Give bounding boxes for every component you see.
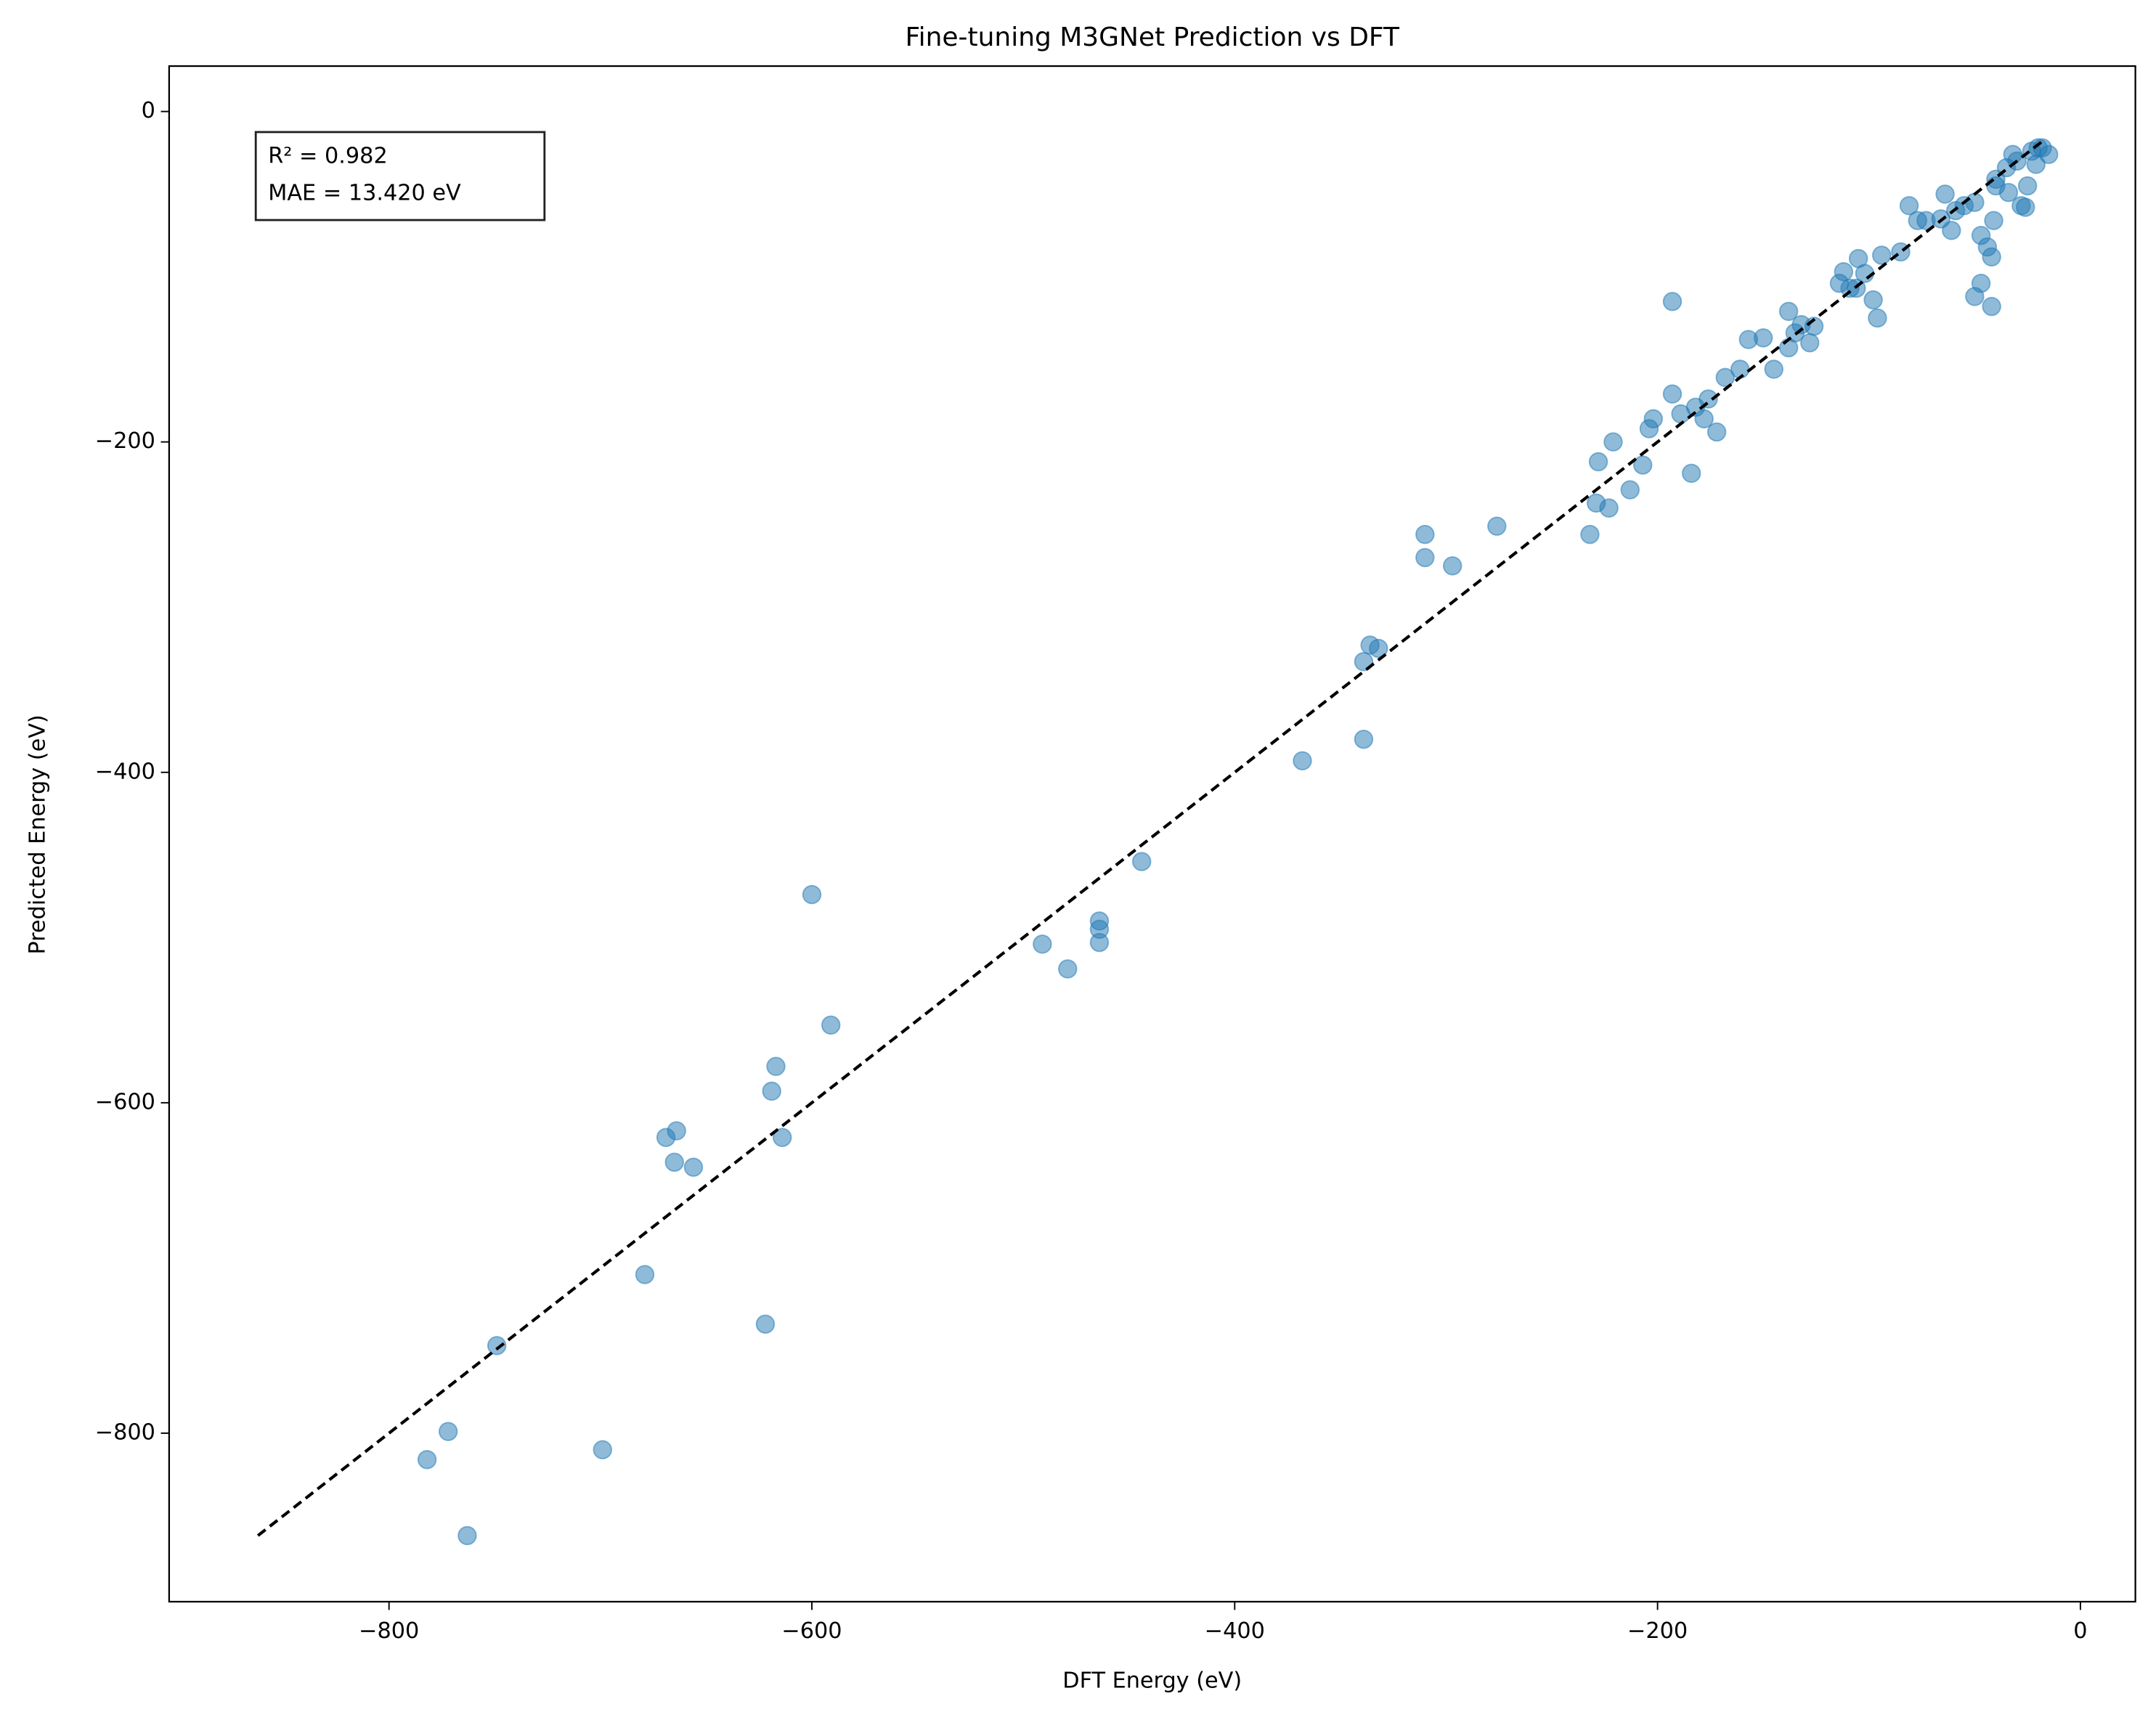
- scatter-point: [1487, 516, 1507, 536]
- scatter-point: [1694, 409, 1714, 429]
- scatter-point: [683, 1157, 704, 1177]
- scatter-point: [457, 1525, 477, 1546]
- scatter-point: [487, 1336, 507, 1356]
- scatter-point: [1058, 959, 1078, 979]
- scatter-point: [1293, 751, 1312, 771]
- y-tick-label: −400: [95, 759, 155, 784]
- scatter-point: [2028, 138, 2048, 158]
- chart-title: Fine-tuning M3GNet Prediction vs DFT: [906, 23, 1400, 52]
- scatter-point: [1662, 292, 1683, 311]
- annotation-text: R² = 0.982: [268, 143, 387, 168]
- scatter-point: [1715, 367, 1736, 388]
- scatter-point: [1354, 729, 1374, 749]
- scatter-point: [1799, 333, 1820, 353]
- scatter-point: [1354, 652, 1374, 672]
- scatter-point: [1662, 384, 1683, 404]
- scatter-point: [1415, 524, 1435, 545]
- y-tick-label: −800: [95, 1419, 155, 1445]
- scatter-point: [1942, 221, 1961, 240]
- scatter-point: [755, 1314, 776, 1334]
- reference-line: [256, 139, 2043, 1537]
- scatter-point: [1753, 328, 1773, 348]
- scatter-point: [1848, 248, 1868, 269]
- scatter-point: [1033, 934, 1052, 954]
- scatter-point: [1415, 547, 1435, 568]
- scatter-point: [1778, 301, 1799, 322]
- y-tick-label: −600: [95, 1089, 155, 1114]
- scatter-point: [1871, 245, 1892, 265]
- x-tick-label: −200: [1627, 1618, 1688, 1644]
- scatter-point: [438, 1422, 458, 1441]
- scatter-point: [593, 1440, 613, 1459]
- y-axis-label: Predicted Energy (eV): [25, 714, 51, 954]
- scatter-point: [1971, 273, 1991, 293]
- scatter-point: [1764, 359, 1783, 379]
- annotation-text: MAE = 13.420 eV: [268, 181, 461, 206]
- scatter-point: [1620, 480, 1640, 500]
- x-tick-label: 0: [2073, 1618, 2087, 1644]
- scatter-point: [1442, 556, 1463, 576]
- scatter-point: [1131, 852, 1152, 871]
- scatter-point: [821, 1015, 841, 1035]
- scatter-point: [635, 1265, 655, 1284]
- y-tick-label: −200: [95, 428, 155, 454]
- scatter-point: [1580, 524, 1600, 545]
- scatter-point: [762, 1081, 781, 1101]
- scatter-point: [1965, 192, 1985, 212]
- x-axis-label: DFT Energy (eV): [1062, 1668, 1242, 1693]
- x-tick-label: −600: [781, 1618, 842, 1644]
- scatter-point: [1899, 196, 1919, 216]
- scatter-point: [1986, 176, 2006, 196]
- scatter-point: [1643, 409, 1664, 429]
- scatter-point: [1982, 296, 2001, 317]
- scatter-point: [772, 1128, 792, 1147]
- scatter-point: [1935, 184, 1955, 204]
- scatter-point: [1868, 308, 1887, 328]
- scatter-point: [1599, 498, 1619, 518]
- scatter-point: [417, 1450, 437, 1470]
- scatter-point: [2017, 176, 2038, 196]
- annotation-box: [254, 131, 546, 221]
- scatter-point: [1089, 932, 1110, 953]
- y-tick-label: 0: [142, 98, 155, 123]
- scatter-point: [766, 1056, 786, 1077]
- x-tick-label: −400: [1205, 1618, 1265, 1644]
- scatter-point: [1984, 211, 2004, 231]
- scatter-point: [1681, 463, 1701, 484]
- scatter-point: [1834, 262, 1854, 282]
- scatter-point: [2015, 197, 2035, 217]
- scatter-point: [1699, 389, 1718, 409]
- scatter-point: [664, 1152, 685, 1173]
- scatter-point: [1603, 432, 1623, 452]
- scatter-point: [802, 884, 822, 905]
- scatter-point: [1730, 359, 1750, 379]
- scatter-point: [1863, 290, 1883, 310]
- scatter-point: [1982, 247, 2001, 267]
- scatter-point: [1588, 452, 1608, 472]
- x-tick-label: −800: [359, 1618, 419, 1644]
- scatter-point: [1707, 422, 1727, 442]
- scatter-point: [1369, 638, 1388, 659]
- scatter-point: [667, 1121, 686, 1141]
- plot-frame: [168, 65, 2136, 1603]
- scatter-point: [1632, 455, 1653, 475]
